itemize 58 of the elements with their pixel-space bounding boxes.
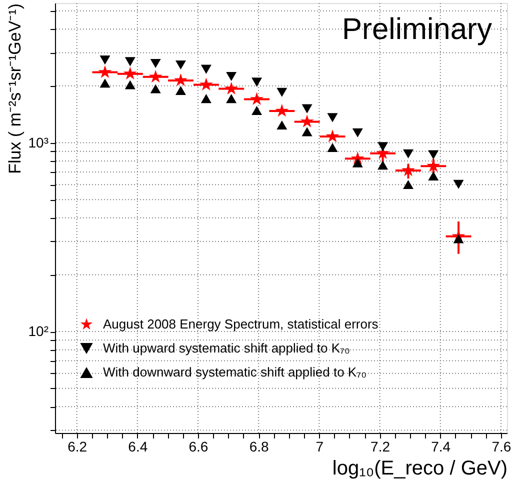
x-tick-label: 7.6 (492, 438, 512, 454)
point (402, 163, 415, 176)
x-axis-title: log₁₀(E_reco / GeV) (332, 458, 508, 480)
point (428, 150, 439, 160)
point (326, 129, 340, 142)
point (302, 127, 312, 136)
point (98, 65, 112, 78)
legend-label: With downward systematic shift applied to K₇₀ (103, 364, 366, 380)
point (352, 128, 363, 138)
x-tick-label: 7 (316, 438, 324, 454)
point (352, 158, 363, 168)
point (302, 104, 312, 114)
point (200, 64, 212, 74)
point (300, 114, 314, 128)
point (402, 149, 414, 158)
x-tick-label: 6.2 (68, 438, 88, 454)
x-tick-label: 6.4 (128, 438, 148, 454)
y-tick-label: 10³ (28, 134, 49, 150)
point (123, 66, 137, 80)
point (378, 142, 388, 152)
point (148, 70, 162, 83)
legend-label: August 2008 Energy Spectrum, statistical errors (103, 316, 379, 332)
point (453, 234, 464, 244)
point (200, 94, 212, 104)
point (124, 80, 136, 90)
point (250, 92, 264, 105)
point (453, 180, 464, 189)
point (402, 180, 414, 190)
legend-label: With upward systematic shift applied to K₇₀ (103, 340, 350, 356)
point (100, 78, 110, 88)
point (252, 78, 262, 87)
x-tick-label: 7.4 (431, 438, 451, 454)
point (252, 106, 262, 115)
point (327, 142, 338, 152)
x-tick-label: 6.6 (188, 438, 208, 454)
point (428, 171, 439, 180)
point (226, 94, 237, 104)
point (100, 56, 110, 65)
point (199, 78, 213, 90)
point (378, 160, 388, 170)
x-tick-label: 6.8 (249, 438, 270, 454)
y-tick-label: 10² (28, 323, 49, 340)
point (174, 73, 188, 86)
point (175, 60, 186, 70)
point (226, 72, 237, 82)
point (276, 120, 288, 130)
point (124, 57, 136, 66)
point (275, 104, 289, 117)
point (224, 82, 238, 94)
point (175, 86, 186, 96)
x-tick-label: 7.2 (370, 438, 390, 454)
y-axis-title: Flux ( m⁻²s⁻¹sr⁻¹GeV⁻¹) (5, 4, 24, 174)
point (150, 58, 161, 68)
point (150, 84, 161, 94)
point (426, 159, 440, 172)
annotation: Preliminary (342, 13, 492, 46)
point (327, 113, 338, 122)
point (276, 88, 288, 97)
